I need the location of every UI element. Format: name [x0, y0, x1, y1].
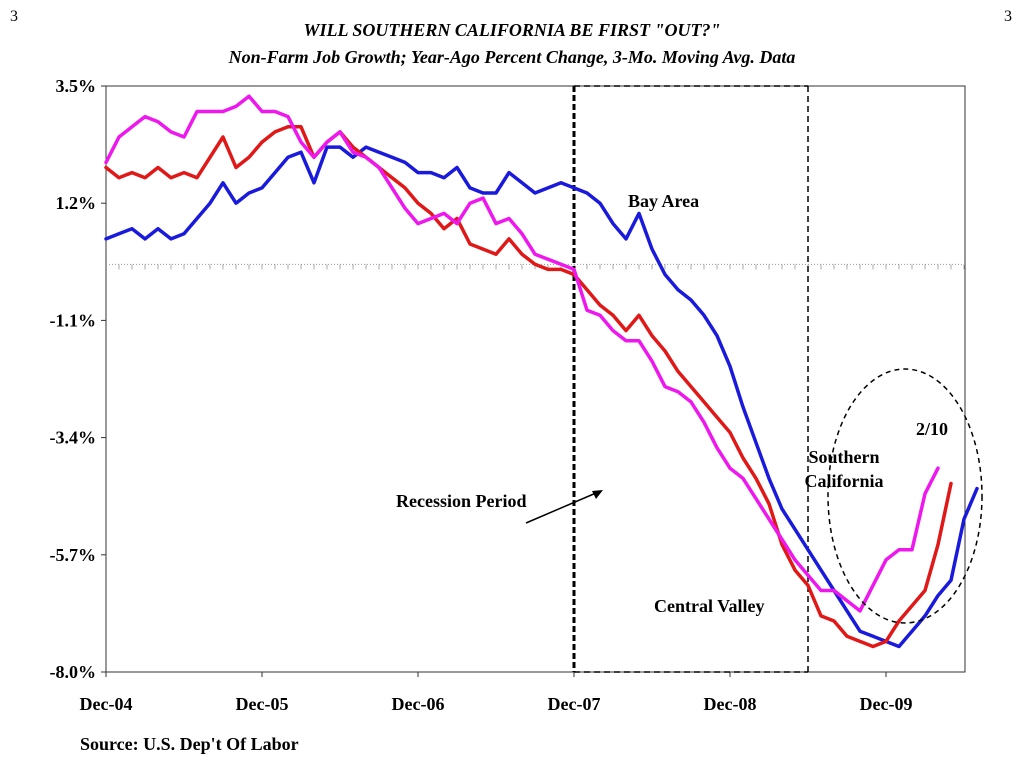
series-line-southern-california — [104, 94, 940, 613]
page-number-left: 3 — [10, 8, 18, 25]
chart-subtitle: Non-Farm Job Growth; Year-Ago Percent Ch… — [228, 47, 796, 67]
recession-arrow-line — [525, 492, 597, 524]
x-tick-label: Dec-07 — [548, 694, 601, 714]
series-line-central-valley — [104, 125, 953, 649]
annotation-central-valley: Central Valley — [654, 596, 765, 616]
x-tick-label: Dec-06 — [392, 694, 445, 714]
series-line-bay-area — [104, 145, 979, 649]
x-tick-label: Dec-08 — [704, 694, 757, 714]
y-tick-label: -1.1% — [50, 310, 97, 330]
plot-frame — [105, 85, 966, 673]
recession-arrow-head — [592, 490, 603, 499]
x-tick-label: Dec-04 — [80, 694, 133, 714]
x-tick-label: Dec-09 — [860, 694, 913, 714]
annotation-recession-period: Recession Period — [396, 491, 526, 511]
page-number-right: 3 — [1004, 8, 1012, 25]
y-tick-label: -3.4% — [50, 428, 97, 448]
annotation-date: 2/10 — [916, 419, 948, 439]
chart-title: WILL SOUTHERN CALIFORNIA BE FIRST "OUT?" — [303, 20, 721, 40]
y-tick-label: -5.7% — [50, 545, 97, 565]
y-tick-label: -8.0% — [50, 662, 97, 682]
y-tick-label: 3.5% — [56, 76, 97, 96]
annotation-bay-area: Bay Area — [628, 191, 699, 211]
annotation-southern-california-line2: California — [805, 471, 884, 491]
annotation-southern-california-line1: Southern — [808, 447, 879, 467]
x-tick-label: Dec-05 — [236, 694, 289, 714]
y-tick-label: 1.2% — [56, 193, 97, 213]
source-note: Source: U.S. Dep't Of Labor — [80, 734, 299, 754]
recovery-highlight-ellipse — [827, 368, 983, 624]
